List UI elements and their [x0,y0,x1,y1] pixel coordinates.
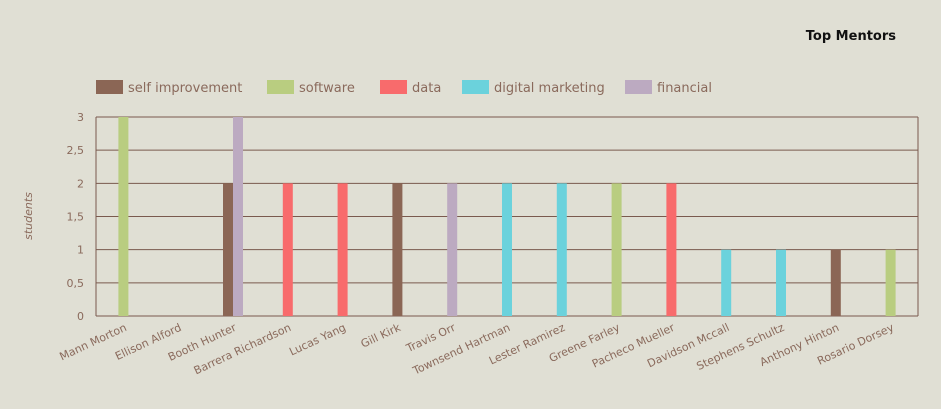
legend: self improvement software data digital mark… [96,80,712,96]
y-tick-label: 1 [77,244,84,257]
legend-label: software [299,81,355,96]
legend-label: data [412,81,441,96]
legend-label: self improvement [128,81,242,96]
bar [233,117,243,316]
y-tick-label: 0,5 [67,277,85,290]
bar [611,183,622,316]
x-tick-label: Lucas Yang [287,321,348,358]
y-tick-label: 1,5 [67,211,85,224]
bar [830,249,841,316]
bar [885,249,896,316]
bar [556,183,567,316]
bar [502,183,512,316]
legend-swatch [380,80,407,94]
y-tick-label: 2 [77,177,84,190]
chart-title: Top Mentors [805,29,896,44]
bar [337,183,348,316]
bar [666,183,677,316]
bar [721,249,732,316]
bar [392,183,403,316]
bar [776,249,786,316]
legend-swatch [267,80,294,94]
x-tick-label: Townsend Hartman [410,321,512,378]
y-tick-label: 3 [77,111,84,124]
bar [282,183,293,316]
legend-label: digital marketing [494,81,605,96]
y-axis-label: students [22,192,35,240]
y-tick-label: 0 [77,310,84,323]
legend-swatch [462,80,489,94]
x-tick-label: Barrera Richardson [192,321,293,377]
legend-swatch [625,80,652,94]
legend-swatch [96,80,123,94]
bar [447,183,458,316]
x-tick-label: Gill Kirk [359,321,403,351]
legend-label: financial [657,81,712,96]
bar [223,183,233,316]
y-axis-ticks: 0 0,5 1 1,5 2 2,5 3 [67,111,85,323]
bars [118,117,896,316]
y-tick-label: 2,5 [67,144,85,157]
bar [118,117,129,316]
